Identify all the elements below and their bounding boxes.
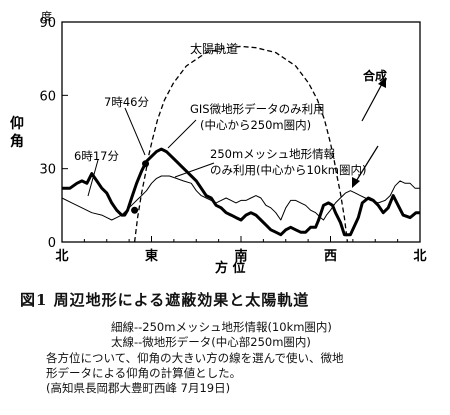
sun-path-label: 太陽軌道	[190, 41, 238, 56]
caption-note-2: 形データによる仰角の計算値とした。	[46, 366, 242, 380]
composite-arrowhead-up	[378, 77, 386, 88]
y-axis-label-bottom: 角	[10, 133, 24, 150]
sunrise-leader	[87, 159, 99, 197]
caption-note-1: 各方位について、仰角の大きい方の線を選んで使い、微地	[46, 351, 344, 365]
mesh-terrain-line	[61, 175, 420, 221]
visible-leader	[124, 107, 146, 156]
y-unit-label: 度	[41, 9, 52, 23]
caption-line-thin: 細線--250mメッシュ地形情報(10km圏内)	[111, 320, 332, 334]
visible-time-label: 7時46分	[104, 95, 149, 109]
visible-marker	[142, 160, 150, 168]
elevation-chart: 0 30 60 90 北 東 南 西 北 度 仰 角 方 位 太陽軌道 合成 GIS微地形デー…	[10, 9, 427, 276]
gis-series-label-2: (中心から250m圏内)	[200, 118, 311, 132]
caption-line-thick: 太線--微地形データ(中心部250m圏内)	[111, 335, 311, 349]
x-tick-label: 西	[324, 249, 337, 264]
caption-location: (高知県長岡郡大豊町西峰 7月19日)	[46, 381, 231, 395]
annotation-layer: 度 仰 角 方 位 太陽軌道 合成 GIS微地形データのみ利用 (中心から250…	[10, 9, 387, 276]
mesh-series-label-1: 250mメッシュ地形情報	[210, 147, 336, 161]
gis-microterrain-line	[62, 147, 420, 237]
gis-leader	[167, 119, 197, 149]
sunrise-marker	[131, 206, 139, 214]
series-layer	[61, 45, 420, 243]
sun-path-line	[133, 45, 349, 243]
x-tick-label: 東	[145, 248, 158, 264]
x-tick-label: 北	[55, 249, 68, 264]
y-tick-label: 90	[39, 16, 56, 31]
composite-arrowhead-down	[352, 177, 360, 188]
x-axis-label: 方 位	[215, 260, 246, 276]
composite-label: 合成	[363, 68, 387, 83]
composite-arrow-down	[354, 145, 379, 184]
x-axis-ticks: 北東南西北	[55, 236, 427, 264]
y-axis-label-top: 仰	[10, 115, 24, 132]
composite-arrow-up	[361, 81, 384, 122]
sunrise-time-label: 6時17分	[74, 149, 119, 163]
y-axis-ticks: 0 30 60 90	[39, 16, 68, 251]
gis-series-label-1: GIS微地形データのみ利用	[190, 102, 325, 116]
x-tick-label: 北	[413, 249, 426, 264]
y-tick-label: 60	[39, 89, 56, 104]
x-tick-label: 南	[234, 248, 247, 264]
figure-caption-title: 図1 周辺地形による遮蔽効果と太陽軌道	[20, 291, 310, 309]
y-tick-label: 0	[48, 236, 56, 251]
mesh-leader	[174, 162, 215, 178]
mesh-series-label-2: のみ利用(中心から10km圏内)	[210, 163, 366, 177]
y-tick-label: 30	[39, 163, 56, 178]
